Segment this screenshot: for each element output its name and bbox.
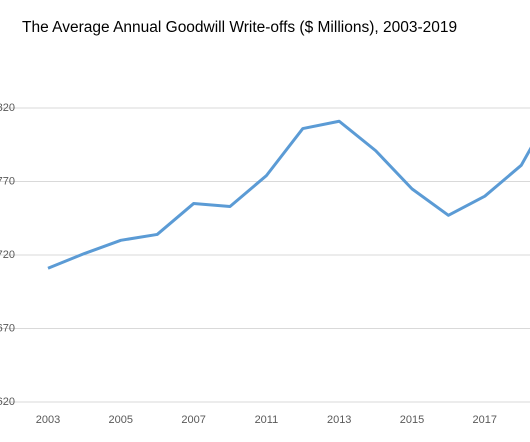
x-tick-label: 2013 bbox=[327, 414, 351, 426]
x-tick-label: 2005 bbox=[109, 414, 133, 426]
x-tick-label: 2007 bbox=[181, 414, 205, 426]
x-tick-label: 2003 bbox=[36, 414, 60, 426]
x-tick-label: 2017 bbox=[473, 414, 497, 426]
y-tick-label: 620 bbox=[0, 396, 15, 408]
data-line bbox=[47, 119, 530, 270]
y-tick-label: 670 bbox=[0, 322, 15, 334]
y-tick-label: 820 bbox=[0, 102, 15, 114]
y-tick-label: 770 bbox=[0, 175, 15, 187]
x-tick-label: 2011 bbox=[255, 414, 279, 426]
x-tick-label: 2015 bbox=[400, 414, 424, 426]
chart-title: The Average Annual Goodwill Write-offs (… bbox=[22, 19, 457, 36]
y-tick-label: 720 bbox=[0, 249, 15, 261]
